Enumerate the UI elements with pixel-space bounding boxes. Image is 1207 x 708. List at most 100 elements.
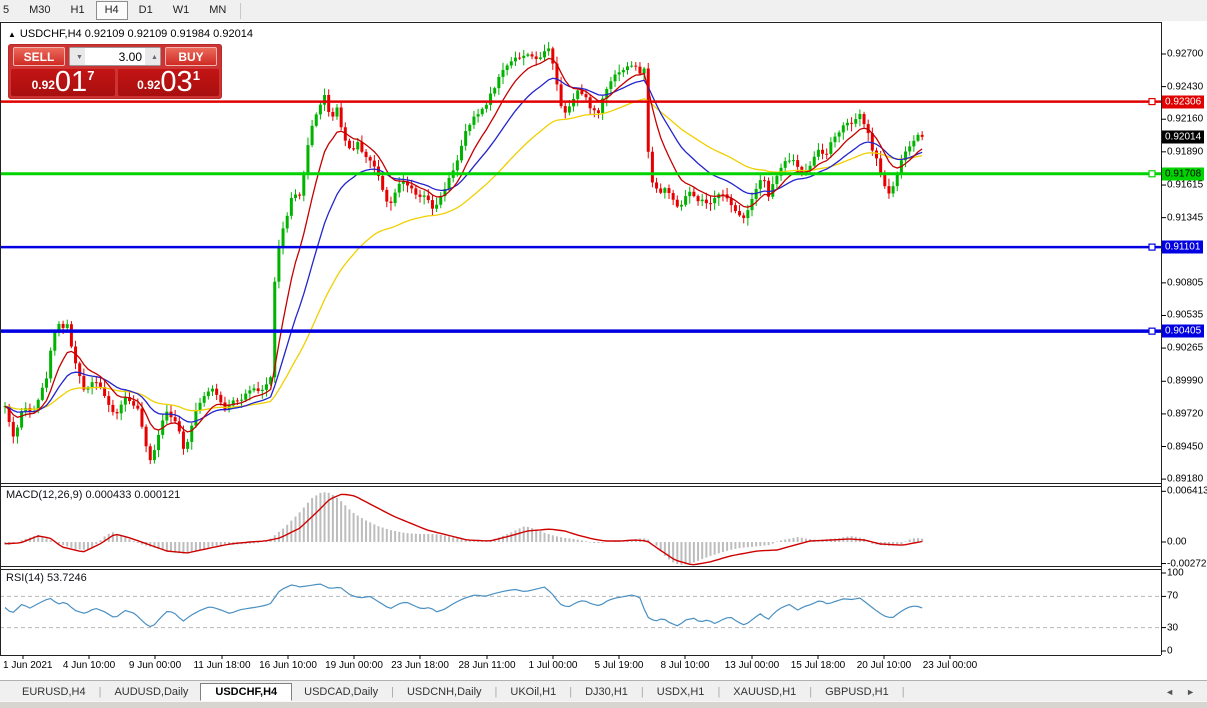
chart-tab-xauusd[interactable]: XAUUSD,H1 bbox=[733, 685, 797, 698]
chart-tab-usdx[interactable]: USDX,H1 bbox=[656, 685, 705, 698]
sell-button[interactable]: SELL bbox=[13, 47, 65, 66]
rsi-axis-label: 0 bbox=[1167, 645, 1173, 657]
chart-tab-usdcad[interactable]: USDCAD,Daily bbox=[304, 685, 379, 698]
price-axis-label: 0.92160 bbox=[1167, 113, 1204, 125]
time-axis-label: 13 Jul 00:00 bbox=[724, 660, 780, 671]
support-line[interactable] bbox=[0, 170, 1161, 178]
macd-axis-label: -0.002726 bbox=[1167, 558, 1207, 570]
rsi-axis-label: 70 bbox=[1167, 590, 1179, 602]
time-axis-label: 16 Jun 10:00 bbox=[259, 660, 317, 671]
macd-axis-label: 0.006413 bbox=[1167, 485, 1207, 497]
timeframe-button-h4[interactable]: H4 bbox=[95, 1, 128, 20]
time-axis-label: 20 Jul 10:00 bbox=[856, 660, 912, 671]
chart-ohlc-values: 0.92109 0.92109 0.91984 0.92014 bbox=[84, 28, 253, 40]
line-handle[interactable] bbox=[1148, 170, 1156, 178]
price-badge: 0.90405 bbox=[1162, 324, 1205, 338]
ma-slow-line bbox=[4, 98, 923, 412]
tab-separator: | bbox=[640, 685, 644, 698]
time-axis-label: 23 Jul 00:00 bbox=[922, 660, 978, 671]
sell-price-pipette: 7 bbox=[87, 68, 95, 83]
chevron-down-icon: ▼ bbox=[76, 54, 83, 61]
price-axis-label: 0.89990 bbox=[1167, 375, 1204, 387]
volume-increase-button[interactable]: ▲ bbox=[145, 48, 160, 65]
buy-price-pipette: 1 bbox=[192, 68, 200, 83]
tab-separator: | bbox=[494, 685, 498, 698]
time-axis-label: 9 Jun 00:00 bbox=[128, 660, 182, 671]
timeframe-button-m30[interactable]: M30 bbox=[29, 4, 51, 16]
tab-separator: | bbox=[98, 685, 102, 698]
volume-input[interactable] bbox=[85, 48, 145, 65]
chart-header: ▲ USDCHF,H4 0.92109 0.92109 0.91984 0.920… bbox=[8, 28, 253, 40]
rsi-indicator-label: RSI(14) 53.7246 bbox=[6, 572, 87, 584]
lower-support-line-1[interactable] bbox=[0, 243, 1161, 251]
time-axis-label: 11 Jun 18:00 bbox=[193, 660, 251, 671]
price-badge: 0.92306 bbox=[1162, 95, 1205, 109]
sell-price-big: 01 bbox=[54, 66, 88, 98]
sell-price-prefix: 0.92 bbox=[31, 78, 55, 92]
chart-tab-gbpusd[interactable]: GBPUSD,H1 bbox=[825, 685, 889, 698]
time-axis-label: 1 Jun 2021 bbox=[3, 660, 53, 671]
tab-separator: | bbox=[569, 685, 573, 698]
chart-tab-usdchf[interactable]: USDCHF,H4 bbox=[200, 682, 293, 701]
rsi-axis-label: 30 bbox=[1167, 622, 1179, 634]
volume-spinner: ▼ ▲ bbox=[69, 47, 161, 66]
volume-decrease-button[interactable]: ▼ bbox=[70, 48, 85, 65]
chart-tab-ukoil[interactable]: UKOil,H1 bbox=[510, 685, 557, 698]
price-badge: 0.91101 bbox=[1162, 240, 1204, 254]
candlestick-series bbox=[3, 42, 924, 465]
price-axis-label: 0.92430 bbox=[1167, 81, 1204, 93]
price-axis-label: 0.90535 bbox=[1167, 309, 1204, 321]
tab-scroll-left-icon[interactable]: ◄ bbox=[1165, 686, 1175, 697]
chevron-up-icon: ▲ bbox=[151, 54, 158, 61]
sell-price-tile[interactable]: 0.92 01 7 bbox=[11, 66, 115, 98]
chart-canvas[interactable] bbox=[0, 21, 1207, 680]
time-axis-label: 23 Jun 18:00 bbox=[391, 660, 449, 671]
toolbar-separator bbox=[240, 2, 242, 19]
tab-separator: | bbox=[901, 685, 905, 698]
time-axis-label: 1 Jul 00:00 bbox=[528, 660, 578, 671]
timeframe-button-h1[interactable]: H1 bbox=[70, 4, 85, 16]
chart-tab-usdcnh[interactable]: USDCNH,Daily bbox=[406, 685, 482, 698]
tab-separator: | bbox=[809, 685, 813, 698]
buy-price-big: 03 bbox=[160, 66, 193, 98]
line-handle[interactable] bbox=[1148, 327, 1156, 335]
ma-fast-line bbox=[4, 57, 923, 433]
price-axis-label: 0.91615 bbox=[1167, 179, 1204, 191]
timeframe-toolbar: 5 M30 H1 H4 D1 W1 MN bbox=[0, 0, 1207, 22]
macd-signal-line bbox=[4, 493, 923, 566]
resistance-line[interactable] bbox=[0, 97, 1161, 106]
price-axis-label: 0.91890 bbox=[1167, 146, 1204, 158]
buy-button[interactable]: BUY bbox=[165, 47, 217, 66]
line-handle[interactable] bbox=[1148, 243, 1156, 251]
macd-axis-label: 0.00 bbox=[1167, 536, 1187, 548]
timeframe-button-5[interactable]: 5 bbox=[3, 4, 10, 16]
macd-indicator-label: MACD(12,26,9) 0.000433 0.000121 bbox=[6, 489, 181, 501]
time-axis-label: 28 Jun 11:00 bbox=[458, 660, 516, 671]
line-handle[interactable] bbox=[1148, 97, 1156, 106]
chart-tab-audusd[interactable]: AUDUSD,Daily bbox=[114, 685, 189, 698]
price-axis-label: 0.90805 bbox=[1167, 277, 1204, 289]
chart-marker-icon: ▲ bbox=[8, 30, 16, 39]
chart-tab-eurusd[interactable]: EURUSD,H4 bbox=[22, 685, 86, 698]
timeframe-button-w1[interactable]: W1 bbox=[172, 4, 190, 16]
tab-scroll-right-icon[interactable]: ► bbox=[1186, 686, 1195, 697]
price-axis-label: 0.90265 bbox=[1167, 342, 1204, 354]
timeframe-button-d1[interactable]: D1 bbox=[138, 4, 153, 16]
price-badge: 0.91708 bbox=[1162, 167, 1205, 181]
timeframe-button-mn[interactable]: MN bbox=[209, 4, 227, 16]
buy-price-tile[interactable]: 0.92 03 1 bbox=[118, 66, 219, 98]
tab-separator: | bbox=[391, 685, 394, 698]
price-axis-label: 0.91345 bbox=[1167, 212, 1204, 224]
price-axis-label: 0.92700 bbox=[1167, 48, 1204, 60]
time-axis-label: 15 Jul 18:00 bbox=[790, 660, 846, 671]
lower-support-line-2[interactable] bbox=[0, 327, 1161, 335]
price-axis-label: 0.89720 bbox=[1167, 408, 1204, 420]
rsi-axis-label: 100 bbox=[1167, 567, 1184, 579]
chart-window: ▲ USDCHF,H4 0.92109 0.92109 0.91984 0.920… bbox=[0, 21, 1207, 680]
price-axis-label: 0.89180 bbox=[1167, 473, 1204, 485]
rsi-line bbox=[4, 583, 923, 628]
chart-tab-dj30[interactable]: DJ30,H1 bbox=[585, 685, 628, 698]
price-badge: 0.92014 bbox=[1162, 130, 1205, 144]
